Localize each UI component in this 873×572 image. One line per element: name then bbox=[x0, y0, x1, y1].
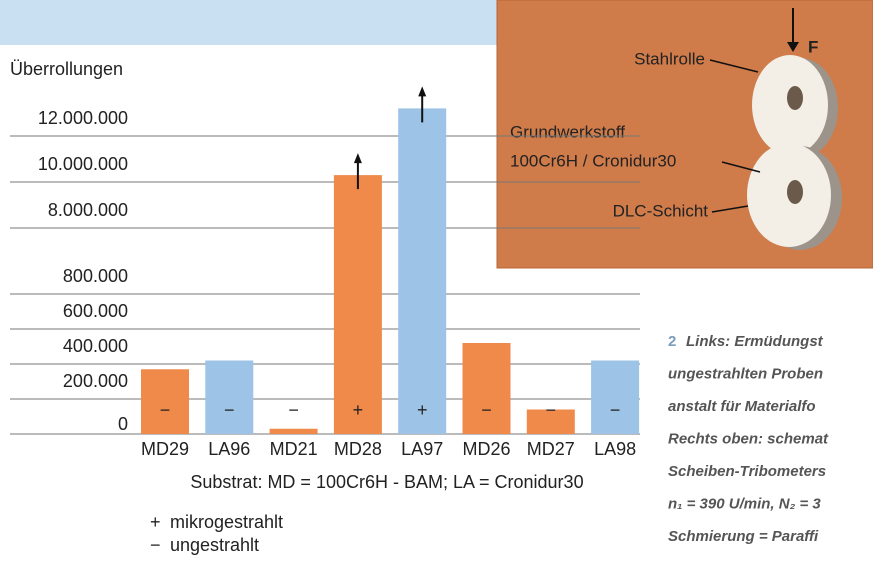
x-tick-label: MD28 bbox=[334, 439, 382, 459]
bar-marker: − bbox=[224, 400, 235, 420]
x-tick-label: LA98 bbox=[594, 439, 636, 459]
x-tick-label: LA96 bbox=[208, 439, 250, 459]
y-tick-label: 400.000 bbox=[63, 336, 128, 356]
y-tick-label: 800.000 bbox=[63, 266, 128, 286]
x-tick-label: MD29 bbox=[141, 439, 189, 459]
legend-symbol: + bbox=[150, 512, 161, 532]
caption-line: Scheiben-Tribometers bbox=[668, 463, 826, 480]
x-tick-label: MD27 bbox=[527, 439, 575, 459]
caption-line: ungestrahlten Proben bbox=[668, 365, 823, 382]
disk-hole bbox=[787, 86, 803, 110]
legend-label: ungestrahlt bbox=[170, 535, 259, 555]
bar-marker: − bbox=[160, 400, 171, 420]
y-axis-title: Überrollungen bbox=[10, 59, 123, 79]
x-axis-title: Substrat: MD = 100Cr6H - BAM; LA = Croni… bbox=[190, 472, 583, 492]
y-tick-label: 8.000.000 bbox=[48, 200, 128, 220]
y-tick-label: 12.000.000 bbox=[38, 108, 128, 128]
x-tick-label: MD26 bbox=[462, 439, 510, 459]
inset-label: 100Cr6H / Cronidur30 bbox=[510, 151, 676, 170]
x-tick-label: MD21 bbox=[270, 439, 318, 459]
bar bbox=[205, 361, 253, 435]
y-tick-label: 200.000 bbox=[63, 371, 128, 391]
runout-arrow-head bbox=[354, 153, 362, 163]
inset-label: DLC-Schicht bbox=[613, 201, 709, 220]
y-tick-label: 600.000 bbox=[63, 301, 128, 321]
bar-marker: − bbox=[288, 400, 299, 420]
caption-line: Schmierung = Paraffi bbox=[668, 528, 819, 545]
legend-label: mikrogestrahlt bbox=[170, 512, 283, 532]
runout-arrow-head bbox=[418, 86, 426, 96]
bar bbox=[463, 343, 511, 434]
caption-line: anstalt für Materialfo bbox=[668, 398, 816, 415]
caption-number: 2 bbox=[668, 333, 676, 350]
bar-marker: + bbox=[417, 400, 428, 420]
caption-line: Rechts oben: schemat bbox=[668, 430, 829, 447]
legend-symbol: − bbox=[150, 535, 161, 555]
bar bbox=[398, 108, 446, 434]
caption-line: Links: Ermüdungst bbox=[686, 333, 824, 350]
top-band bbox=[0, 0, 497, 45]
page: Überrollungen Substrat: MD = 100Cr6H - B… bbox=[0, 0, 873, 572]
x-tick-label: LA97 bbox=[401, 439, 443, 459]
caption-line: n₁ = 390 U/min, N₂ = 3 bbox=[668, 495, 821, 512]
bar bbox=[270, 429, 318, 434]
bar bbox=[591, 361, 639, 435]
bar-marker: − bbox=[481, 400, 492, 420]
inset-label: Stahlrolle bbox=[634, 49, 705, 68]
inset-label: Grundwerkstoff bbox=[510, 122, 625, 141]
bar-marker: − bbox=[546, 400, 557, 420]
bar bbox=[334, 175, 382, 434]
bar-marker: − bbox=[610, 400, 621, 420]
y-tick-label: 0 bbox=[118, 414, 128, 434]
bar-marker: + bbox=[353, 400, 364, 420]
y-tick-label: 10.000.000 bbox=[38, 154, 128, 174]
inset-label: F bbox=[808, 37, 818, 56]
disk-hole bbox=[787, 180, 803, 204]
